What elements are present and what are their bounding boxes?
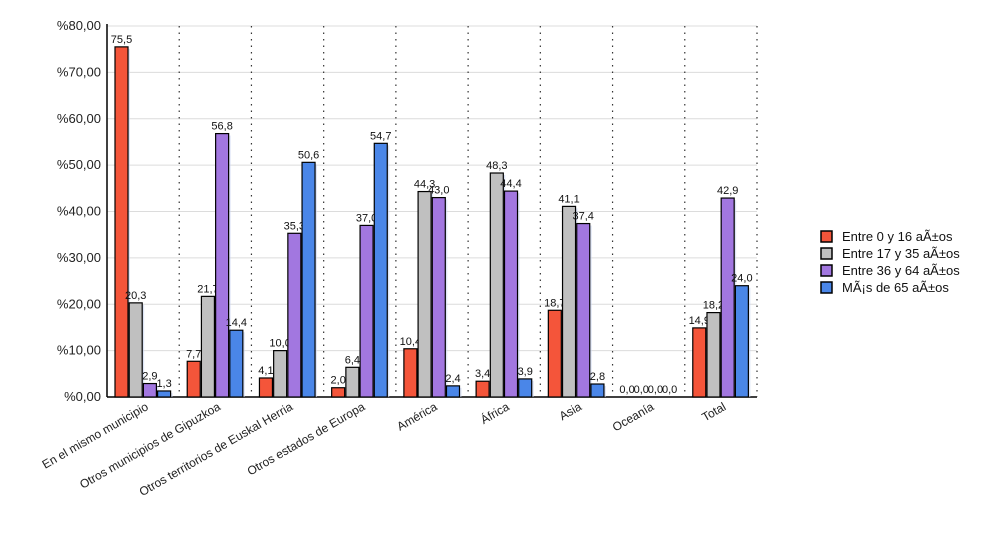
bar (576, 222, 591, 398)
data-label: 14,9 (689, 315, 710, 327)
bar (503, 190, 519, 398)
bar (590, 383, 605, 398)
data-label: 44,4 (500, 178, 521, 190)
legend-swatch (820, 264, 833, 277)
bar (445, 385, 461, 398)
bar (734, 285, 749, 398)
data-label: 18,2 (703, 300, 724, 312)
data-label: 0,0 (619, 384, 634, 396)
bar (547, 309, 562, 398)
data-label: 21,7 (197, 283, 218, 295)
data-label: 14,4 (226, 317, 247, 329)
data-label: 6,4 (345, 354, 360, 366)
legend-label: Entre 36 y 64 aÃ±os (842, 263, 960, 278)
bar (331, 387, 346, 398)
y-tick-label: %0,00 (64, 389, 101, 404)
bar (359, 224, 374, 398)
bar (345, 366, 360, 398)
y-tick-label: %50,00 (57, 157, 101, 172)
data-label: 54,7 (370, 130, 391, 142)
x-tick-label: América (394, 399, 439, 433)
bar (518, 378, 533, 398)
bar (692, 327, 707, 398)
y-tick-label: %20,00 (57, 296, 101, 311)
x-tick-label: Asia (557, 399, 584, 423)
bar (720, 197, 735, 398)
data-label: 7,7 (186, 348, 201, 360)
data-label: 56,8 (211, 121, 232, 133)
bar (706, 311, 721, 398)
bar (287, 232, 302, 398)
data-label: 42,9 (717, 185, 738, 197)
x-tick-label: África (478, 398, 512, 426)
data-label: 75,5 (111, 34, 132, 46)
data-label: 10,0 (269, 338, 290, 350)
data-label: 0,0 (662, 384, 677, 396)
bar (157, 390, 172, 398)
data-label: 2,4 (445, 373, 460, 385)
legend-swatch (820, 230, 833, 243)
bar (200, 295, 216, 398)
bar (431, 196, 446, 398)
data-label: 1,3 (156, 378, 171, 390)
legend-label: Entre 17 y 35 aÃ±os (842, 246, 960, 261)
data-label: 37,4 (573, 211, 594, 223)
y-tick-label: %10,00 (57, 343, 101, 358)
bar (258, 377, 274, 398)
data-label: 10,4 (400, 336, 421, 348)
data-label: 24,0 (731, 273, 752, 285)
x-tick-label: Oceanía (610, 399, 657, 434)
x-tick-label: Otros estados de Europa (245, 399, 368, 478)
x-tick-label: Total (699, 399, 728, 424)
bar (373, 142, 388, 398)
data-label: 37,0 (356, 212, 377, 224)
data-label: 2,0 (331, 375, 346, 387)
data-label: 0,0 (648, 384, 663, 396)
x-tick-label: Otros municipios de Gipuzkoa (77, 399, 223, 491)
bar (273, 350, 288, 398)
y-tick-label: %70,00 (57, 64, 101, 79)
bar (561, 205, 577, 398)
data-label: 0,0 (634, 384, 649, 396)
legend-label: MÃ¡s de 65 aÃ±os (842, 280, 949, 295)
data-label: 18,7 (544, 297, 565, 309)
bar (128, 302, 143, 398)
bar (301, 161, 316, 398)
data-label: 48,3 (486, 160, 507, 172)
y-tick-label: %40,00 (57, 204, 101, 219)
data-label: 20,3 (125, 290, 146, 302)
bar (229, 329, 244, 398)
y-tick-label: %60,00 (57, 111, 101, 126)
data-label: 4,1 (258, 365, 273, 377)
data-label: 41,1 (558, 193, 579, 205)
data-label: 2,8 (590, 371, 605, 383)
legend-swatch (820, 281, 833, 294)
legend-swatch (820, 247, 833, 260)
y-tick-label: %80,00 (57, 18, 101, 33)
bar (142, 382, 157, 398)
bar (417, 190, 432, 398)
data-label: 2,9 (142, 371, 157, 383)
bar (114, 46, 129, 398)
data-label: 3,9 (518, 366, 533, 378)
bar (186, 360, 201, 398)
bar (475, 380, 490, 398)
y-tick-label: %30,00 (57, 250, 101, 265)
data-label: 35,3 (284, 220, 305, 232)
data-label: 3,4 (475, 368, 490, 380)
bar (489, 172, 504, 398)
legend-label: Entre 0 y 16 aÃ±os (842, 229, 953, 244)
data-label: 44,3 (414, 179, 435, 191)
data-label: 50,6 (298, 149, 319, 161)
data-label: 43,0 (428, 185, 449, 197)
bar (403, 348, 418, 398)
bar (215, 132, 230, 398)
